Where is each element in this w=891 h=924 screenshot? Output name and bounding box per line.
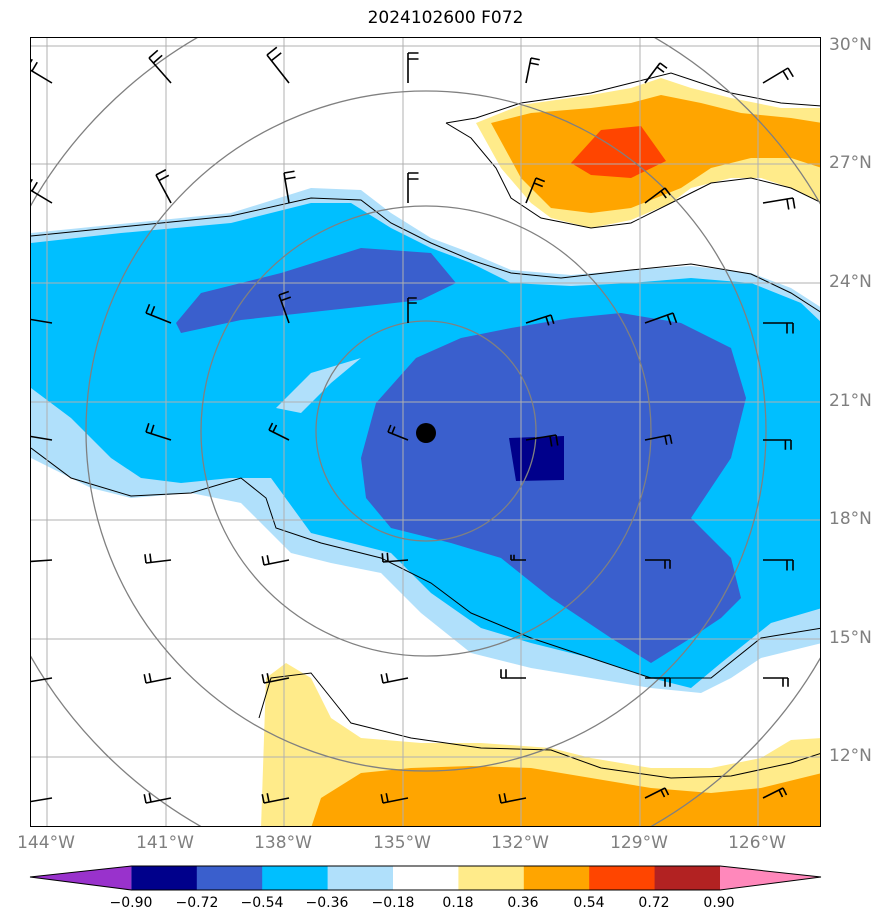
storm-center-marker: [416, 423, 436, 443]
wind-barb: [762, 787, 788, 799]
negative-anomaly-strong-core: [361, 313, 746, 663]
colorbar-segment: [262, 866, 329, 890]
wind-barb: [644, 62, 668, 84]
wind-barb: [525, 314, 555, 326]
negative-anomaly-strong-west: [176, 248, 456, 333]
colorbar-tick-label: 0.54: [573, 895, 605, 911]
wind-barb: [380, 793, 409, 804]
wind-barb: [31, 435, 53, 441]
colorbar-tick-label: 0.36: [507, 895, 539, 911]
colorbar-tick-label: 0.90: [703, 895, 735, 911]
negative-anomaly-inner-pale: [276, 358, 361, 413]
wind-barb: [500, 669, 526, 679]
wind-barb: [278, 290, 292, 324]
wind-barb: [763, 677, 789, 687]
lon-label-132w: 132°W: [491, 833, 549, 853]
wind-barbs: [31, 46, 796, 804]
wind-barb: [283, 170, 296, 204]
wind-barb: [387, 424, 409, 441]
colorbar-tick-label: −0.90: [109, 895, 153, 911]
wind-barb: [763, 322, 794, 334]
wind-barb: [266, 46, 290, 84]
wind-barb: [645, 559, 671, 569]
wind-barb: [762, 67, 794, 84]
lon-label-126w: 126°W: [728, 833, 786, 853]
colorbar-tick-label: 0.18: [442, 895, 474, 911]
positive-anomaly-south-mid: [311, 766, 820, 826]
colorbar-segment: [458, 866, 525, 890]
wind-barb: [261, 555, 290, 566]
colorbar-segment: [131, 866, 198, 890]
colorbar-outline: [29, 865, 822, 891]
wind-barb: [407, 52, 419, 83]
wind-barb: [381, 552, 409, 563]
wind-barb: [31, 58, 53, 84]
colorbar-segment: [589, 866, 656, 890]
wind-barb: [525, 57, 540, 84]
lat-label-21n: 21°N: [829, 391, 872, 411]
wind-barb: [155, 169, 172, 204]
positive-anomaly-north-high: [571, 126, 666, 178]
wind-barb: [31, 797, 53, 803]
colorbar-tick-label: −0.54: [240, 895, 284, 911]
wind-barb: [31, 318, 53, 324]
wind-barb: [644, 787, 670, 799]
wind-barb: [498, 793, 527, 804]
wind-barb: [525, 434, 559, 447]
graticule: [31, 38, 820, 826]
lon-label-144w: 144°W: [17, 833, 75, 853]
colorbar-extend-low: [30, 866, 132, 890]
wind-barb: [407, 172, 419, 203]
wind-barb: [644, 434, 673, 445]
negative-anomaly-extreme: [509, 436, 564, 481]
lon-label-138w: 138°W: [254, 833, 312, 853]
wind-barb: [31, 559, 53, 563]
wind-barb: [261, 673, 290, 684]
colorbar-tick-label: −0.36: [305, 895, 349, 911]
wind-barb: [144, 553, 172, 564]
wind-barb: [644, 312, 678, 326]
wind-barb: [261, 793, 290, 804]
wind-barb: [510, 554, 526, 561]
lon-label-135w: 135°W: [373, 833, 431, 853]
range-rings: [31, 38, 820, 826]
contour-lines: [31, 72, 820, 779]
lat-label-15n: 15°N: [829, 628, 872, 648]
map-panel[interactable]: [30, 37, 821, 827]
wind-barb: [645, 677, 671, 687]
colorbar-segment: [393, 866, 459, 890]
lon-label-129w: 129°W: [610, 833, 668, 853]
wind-barb: [143, 673, 172, 684]
wind-barb: [145, 423, 172, 441]
lat-label-18n: 18°N: [829, 509, 872, 529]
wind-barb: [762, 197, 796, 210]
colorbar: [29, 865, 822, 891]
colorbar-tick-label: −0.18: [371, 895, 415, 911]
colorbar-segment: [523, 866, 590, 890]
wind-barb: [31, 677, 53, 683]
wind-barb: [145, 303, 172, 324]
lat-label-24n: 24°N: [829, 272, 872, 292]
wind-barb: [268, 422, 290, 441]
map-title: 2024102600 F072: [367, 8, 524, 28]
lat-label-12n: 12°N: [829, 746, 872, 766]
wind-barb: [148, 49, 172, 84]
lat-label-30n: 30°N: [829, 35, 872, 55]
wind-barb: [525, 177, 546, 204]
wind-barb: [380, 673, 409, 684]
colorbar-extend-high: [720, 866, 821, 890]
lat-label-27n: 27°N: [829, 153, 872, 173]
wind-barb: [763, 559, 794, 571]
wind-barb: [31, 178, 53, 204]
wind-barb: [143, 793, 172, 804]
colorbar-segment: [327, 866, 394, 890]
wind-barb: [644, 187, 671, 204]
wind-barb: [407, 297, 417, 323]
lon-label-141w: 141°W: [136, 833, 194, 853]
wind-barb: [763, 439, 792, 450]
colorbar-segment: [654, 866, 721, 890]
colorbar-segment: [196, 866, 263, 890]
colorbar-tick-label: 0.72: [638, 895, 670, 911]
colorbar-tick-label: −0.72: [175, 895, 219, 911]
